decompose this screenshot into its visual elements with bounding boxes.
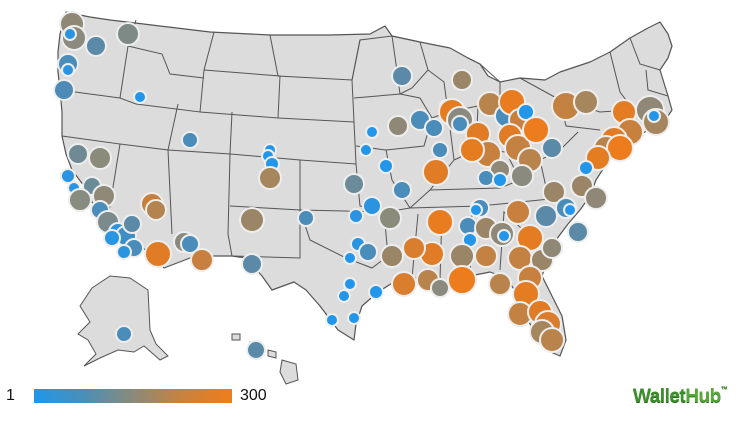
city-marker <box>505 199 531 225</box>
city-marker <box>451 115 469 133</box>
city-marker <box>488 272 512 296</box>
city-marker <box>190 248 214 272</box>
city-marker <box>573 89 599 115</box>
city-marker <box>522 116 550 144</box>
city-marker <box>348 208 364 224</box>
city-marker <box>378 158 394 174</box>
city-marker <box>469 203 483 217</box>
city-marker <box>145 199 167 221</box>
city-marker <box>534 204 558 228</box>
city-marker <box>431 141 449 159</box>
city-marker <box>497 229 511 243</box>
city-marker <box>343 251 357 265</box>
city-marker <box>343 277 357 291</box>
city-marker <box>122 214 142 234</box>
city-marker <box>391 271 417 297</box>
city-marker <box>181 131 199 149</box>
city-marker <box>380 244 404 268</box>
city-marker <box>347 311 361 325</box>
city-marker <box>88 146 112 170</box>
city-marker <box>541 237 563 259</box>
city-marker <box>239 207 265 233</box>
city-marker <box>492 172 508 188</box>
city-marker <box>449 243 475 269</box>
city-marker <box>542 180 566 204</box>
city-marker <box>115 325 133 343</box>
hawaii-land <box>231 333 299 385</box>
city-marker <box>578 160 594 176</box>
city-marker <box>477 169 495 187</box>
city-marker <box>391 65 413 87</box>
city-marker <box>258 166 282 190</box>
wallethub-logo: WalletHub™ <box>633 386 728 408</box>
city-marker <box>424 118 444 138</box>
city-marker <box>343 173 365 195</box>
city-marker <box>358 242 378 262</box>
city-marker <box>180 234 200 254</box>
city-marker <box>53 79 75 101</box>
logo-wallet-text: Wallet <box>633 386 686 407</box>
city-marker <box>63 27 77 41</box>
legend-color-scale <box>34 389 232 403</box>
city-marker <box>447 265 477 295</box>
city-marker <box>297 209 315 227</box>
city-marker <box>567 221 589 243</box>
city-marker <box>430 278 450 298</box>
city-marker <box>584 186 608 210</box>
alaska-land <box>77 275 169 367</box>
city-marker <box>144 240 172 268</box>
legend-min-label: 1 <box>6 387 15 404</box>
city-marker <box>359 143 373 157</box>
city-marker <box>647 109 661 123</box>
city-marker <box>387 115 409 137</box>
city-marker <box>474 244 498 268</box>
city-marker <box>510 164 534 188</box>
city-marker <box>563 203 577 217</box>
city-marker <box>606 134 634 162</box>
city-marker <box>426 208 454 236</box>
city-markers <box>53 11 670 360</box>
city-marker <box>378 206 402 230</box>
city-marker <box>541 137 563 159</box>
city-marker <box>116 22 140 46</box>
city-marker <box>60 168 76 184</box>
city-marker <box>402 236 426 260</box>
city-marker <box>325 313 339 327</box>
city-marker <box>368 284 384 300</box>
city-marker <box>246 340 266 360</box>
city-marker <box>459 137 485 163</box>
city-marker <box>85 35 107 57</box>
city-marker <box>539 327 565 353</box>
city-marker <box>362 196 382 216</box>
city-marker <box>68 188 92 212</box>
logo-trademark: ™ <box>720 386 728 393</box>
city-marker <box>103 229 121 247</box>
city-marker <box>133 90 147 104</box>
city-marker <box>61 63 75 77</box>
city-marker <box>392 180 412 200</box>
city-marker <box>116 244 132 260</box>
legend-max-label: 300 <box>240 387 267 404</box>
logo-hub-text: Hub <box>685 386 721 407</box>
city-marker <box>451 69 473 91</box>
city-marker <box>422 158 450 186</box>
city-marker <box>241 253 263 275</box>
city-marker <box>67 143 89 165</box>
city-marker <box>517 103 535 121</box>
city-marker <box>365 125 379 139</box>
city-marker <box>337 289 351 303</box>
